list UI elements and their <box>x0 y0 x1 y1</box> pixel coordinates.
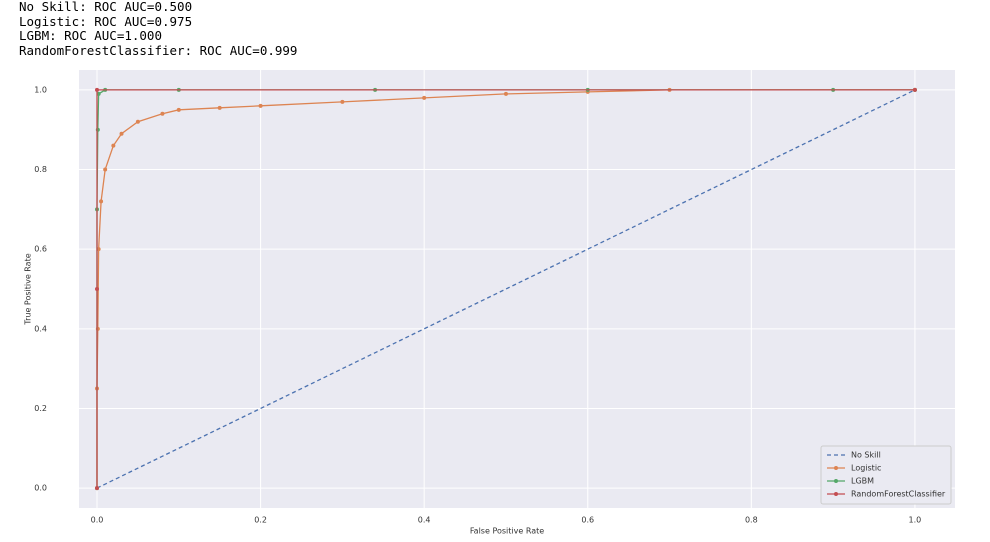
plot-area <box>79 70 955 508</box>
console-line: RandomForestClassifier: ROC AUC=0.999 <box>19 42 298 58</box>
series-line <box>96 89 916 489</box>
legend-marker <box>834 466 838 470</box>
x-tick-label: 0.0 <box>91 516 104 525</box>
point-marker <box>217 105 222 110</box>
console-output: No Skill: ROC AUC=0.500 Logistic: ROC AUC… <box>19 0 297 58</box>
legend-label: RandomForestClassifier <box>851 490 946 499</box>
y-axis-label: True Positive Rate <box>24 253 33 325</box>
point-marker <box>111 143 116 148</box>
y-tick-label: 1.0 <box>34 85 47 94</box>
point-marker <box>503 91 508 96</box>
x-tick-label: 0.4 <box>418 516 431 525</box>
y-tick-label: 0.2 <box>34 404 47 413</box>
legend-marker <box>834 479 838 483</box>
point-marker <box>99 199 104 204</box>
legend-label: Logistic <box>851 464 881 473</box>
y-tick-label: 0.6 <box>34 245 47 254</box>
point-marker <box>94 486 99 491</box>
legend-label: LGBM <box>851 477 874 486</box>
x-axis-label: False Positive Rate <box>470 527 544 536</box>
point-marker <box>94 287 99 291</box>
x-tick-label: 0.6 <box>581 516 594 525</box>
console-line: Logistic: ROC AUC=0.975 <box>19 13 193 29</box>
y-tick-label: 0.0 <box>34 484 47 493</box>
y-tick-label: 0.4 <box>34 324 47 333</box>
point-marker <box>176 107 181 112</box>
console-line: LGBM: ROC AUC=1.000 <box>19 28 162 44</box>
point-marker <box>912 87 917 92</box>
point-marker <box>135 119 140 124</box>
point-marker <box>119 131 124 136</box>
point-marker <box>258 103 263 108</box>
series-line <box>96 89 915 489</box>
legend-box <box>820 445 952 505</box>
legend-label: No Skill <box>851 451 881 460</box>
point-marker <box>422 95 427 100</box>
point-marker <box>94 87 99 92</box>
point-marker <box>160 111 165 116</box>
y-tick-label: 0.8 <box>34 165 47 174</box>
point-marker <box>340 99 345 104</box>
point-marker <box>103 167 108 172</box>
x-tick-label: 0.2 <box>254 516 267 525</box>
x-tick-label: 0.8 <box>745 516 758 525</box>
x-tick-label: 1.0 <box>909 516 922 525</box>
legend-marker <box>834 492 838 496</box>
console-line: No Skill: ROC AUC=0.500 <box>19 0 193 14</box>
